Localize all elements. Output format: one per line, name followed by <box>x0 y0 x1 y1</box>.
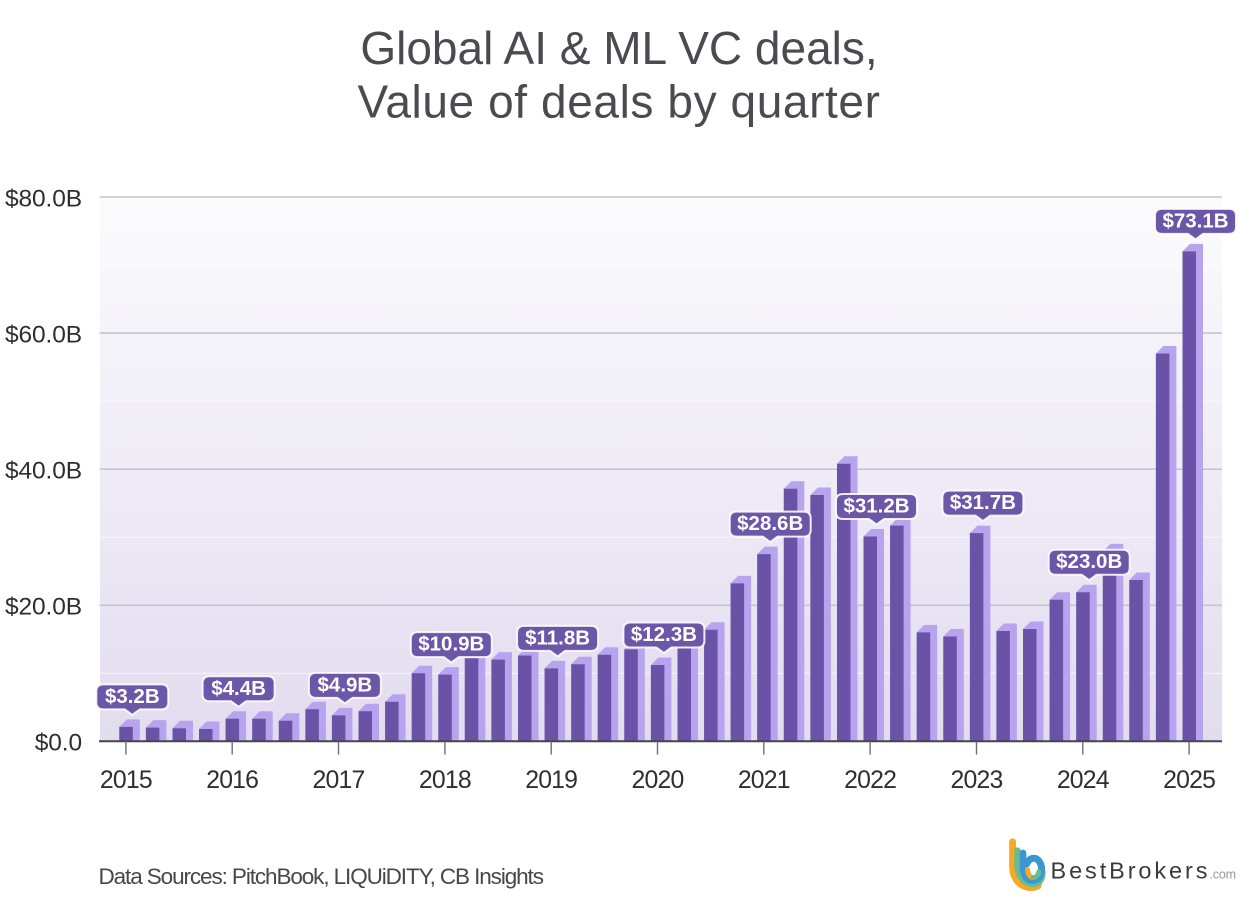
svg-text:2025: 2025 <box>1163 767 1215 794</box>
svg-text:$31.2B: $31.2B <box>843 495 909 518</box>
svg-text:2017: 2017 <box>313 767 365 794</box>
svg-text:$12.3B: $12.3B <box>631 623 697 646</box>
svg-text:$23.0B: $23.0B <box>1056 550 1122 573</box>
svg-text:.com: .com <box>1210 868 1236 882</box>
svg-text:2015: 2015 <box>100 767 152 794</box>
svg-text:$20.0B: $20.0B <box>5 594 82 621</box>
svg-text:$28.6B: $28.6B <box>737 512 803 535</box>
svg-text:$40.0B: $40.0B <box>5 458 82 485</box>
svg-text:2019: 2019 <box>525 767 577 794</box>
svg-text:2021: 2021 <box>738 767 790 794</box>
svg-text:$73.1B: $73.1B <box>1162 209 1228 232</box>
svg-text:Data Sources: PitchBook, LIQUi: Data Sources: PitchBook, LIQUiDITY, CB I… <box>99 864 544 889</box>
svg-text:BestBrokers: BestBrokers <box>1051 858 1211 884</box>
svg-text:$4.9B: $4.9B <box>318 673 373 696</box>
svg-text:2023: 2023 <box>951 767 1003 794</box>
svg-text:2020: 2020 <box>632 767 684 794</box>
svg-text:$11.8B: $11.8B <box>525 626 590 649</box>
svg-text:2024: 2024 <box>1057 767 1110 794</box>
svg-text:$60.0B: $60.0B <box>5 322 82 349</box>
svg-text:Value of deals by quarter: Value of deals by quarter <box>357 75 880 127</box>
svg-text:$31.7B: $31.7B <box>950 491 1016 514</box>
svg-text:$4.4B: $4.4B <box>211 677 266 700</box>
svg-text:$10.9B: $10.9B <box>418 633 484 656</box>
svg-text:2016: 2016 <box>206 767 258 794</box>
svg-text:$3.2B: $3.2B <box>105 685 160 708</box>
svg-text:Global AI & ML VC deals,: Global AI & ML VC deals, <box>360 22 877 74</box>
svg-text:$80.0B: $80.0B <box>5 185 82 212</box>
svg-text:2018: 2018 <box>419 767 471 794</box>
svg-text:$0.0: $0.0 <box>35 730 82 757</box>
svg-text:2022: 2022 <box>844 767 896 794</box>
